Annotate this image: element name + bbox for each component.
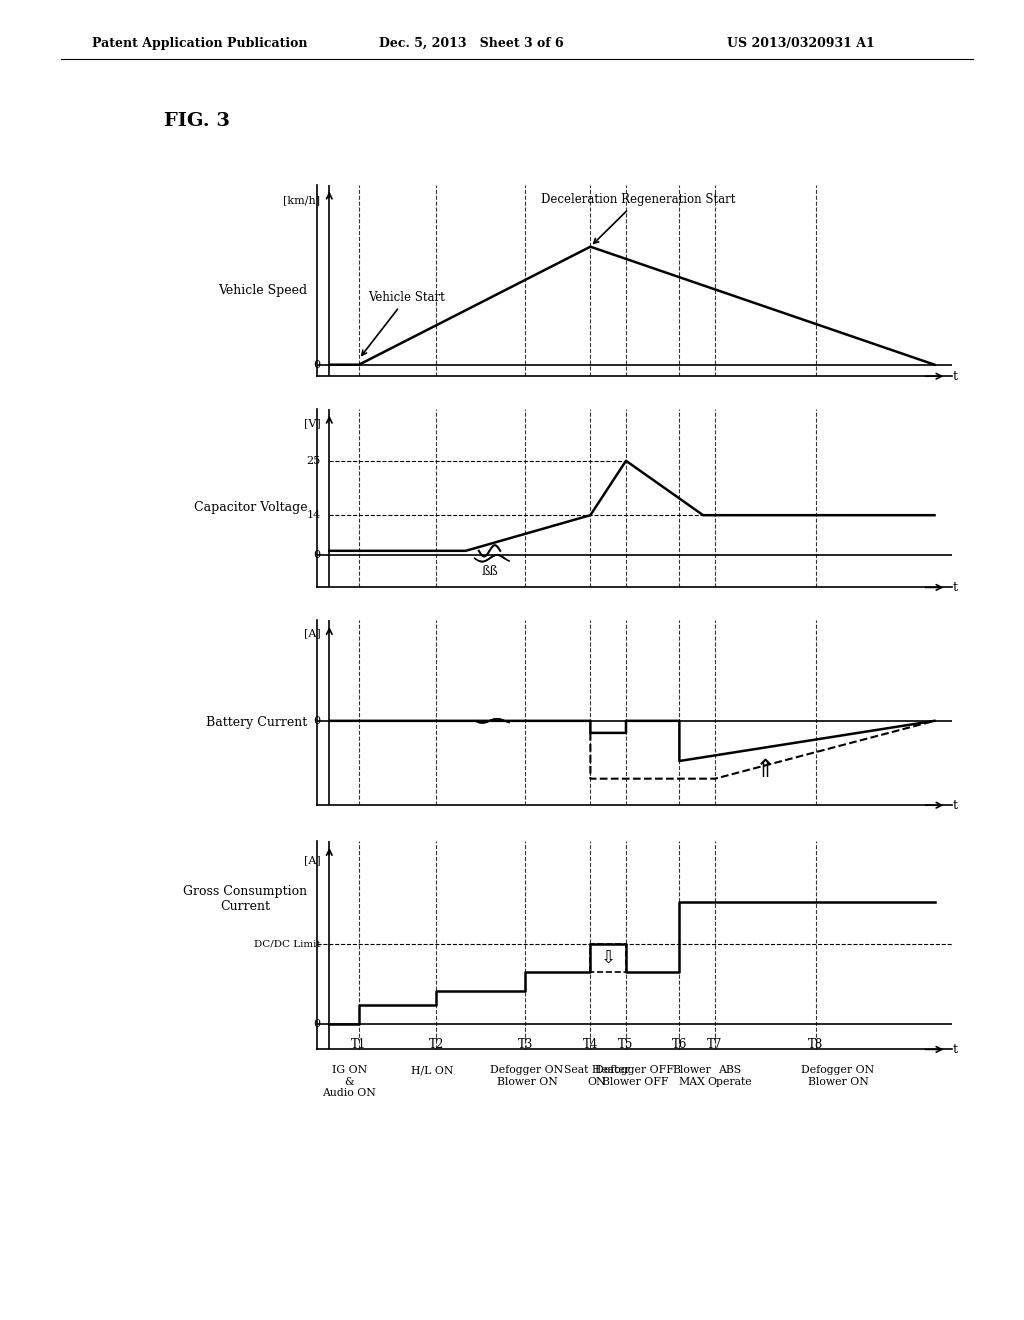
Text: Patent Application Publication: Patent Application Publication [92,37,307,50]
Text: [A]: [A] [304,628,321,639]
Text: T8: T8 [808,1039,823,1051]
Text: ABS
Operate: ABS Operate [708,1065,753,1086]
Text: Defogger OFF
Blower OFF: Defogger OFF Blower OFF [595,1065,675,1086]
Text: 0: 0 [313,1019,321,1030]
Text: t: t [952,370,957,383]
Text: Deceleration Regeneration Start: Deceleration Regeneration Start [541,194,735,243]
Text: T7: T7 [708,1039,723,1051]
Text: FIG. 3: FIG. 3 [164,112,229,131]
Text: t: t [952,581,957,594]
Text: Capacitor Voltage: Capacitor Voltage [194,500,307,513]
Text: DC/DC Limit: DC/DC Limit [254,940,321,948]
Text: ⇑: ⇑ [755,758,776,781]
Text: 0: 0 [313,359,321,370]
Text: Dec. 5, 2013   Sheet 3 of 6: Dec. 5, 2013 Sheet 3 of 6 [379,37,563,50]
Text: Blower
MAX: Blower MAX [673,1065,712,1086]
Text: Gross Consumption
Current: Gross Consumption Current [183,886,307,913]
Text: T6: T6 [672,1039,687,1051]
Text: Defogger ON
Blower ON: Defogger ON Blower ON [802,1065,874,1086]
Text: Defogger ON
Blower ON: Defogger ON Blower ON [490,1065,563,1086]
Text: ⇩: ⇩ [601,949,615,966]
Text: t: t [952,1043,957,1056]
Text: [V]: [V] [304,418,321,429]
Text: T1: T1 [351,1039,367,1051]
Text: T3: T3 [517,1039,532,1051]
Text: IG ON
&
Audio ON: IG ON & Audio ON [323,1065,376,1098]
Text: [km/h]: [km/h] [284,195,321,205]
Text: T2: T2 [428,1039,443,1051]
Text: ßß: ßß [481,565,498,578]
Text: Vehicle Speed: Vehicle Speed [218,284,307,297]
Text: H/L ON: H/L ON [411,1065,453,1076]
Text: US 2013/0320931 A1: US 2013/0320931 A1 [727,37,874,50]
Text: Vehicle Start: Vehicle Start [361,292,444,355]
Text: Battery Current: Battery Current [206,715,307,729]
Text: 0: 0 [313,715,321,726]
Text: t: t [952,799,957,812]
Text: 25: 25 [306,455,321,466]
Text: T5: T5 [618,1039,634,1051]
Text: T4: T4 [583,1039,598,1051]
Text: 0: 0 [313,549,321,560]
Text: 14: 14 [306,511,321,520]
Text: [A]: [A] [304,855,321,865]
Text: Seat Heater
ON: Seat Heater ON [564,1065,630,1086]
